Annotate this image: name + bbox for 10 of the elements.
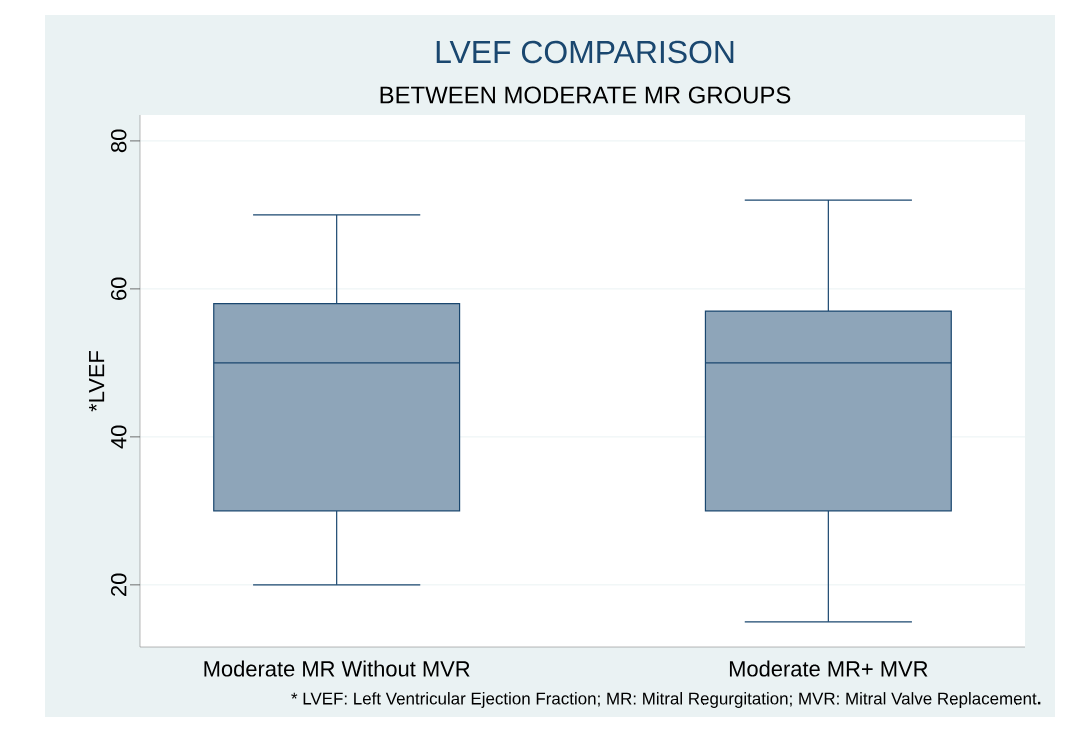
text: * LVEF: Left Ventricular Ejection Fraction; MR: Mitral Regurgitation; MVR: Mitral Valve Replacement. <box>291 692 1041 708</box>
x-tick-label: Moderate MR+ MVR <box>729 660 928 677</box>
y-tick-label: 80 <box>110 129 127 153</box>
y-axis-title: *LVEF <box>89 351 105 412</box>
x-tick-label: Moderate MR Without MVR <box>204 660 470 677</box>
y-tick-label: 40 <box>110 425 127 449</box>
chart-subtitle: BETWEEN MODERATE MR GROUPS <box>380 86 791 104</box>
chart-title: LVEF COMPARISON <box>436 40 734 64</box>
y-tick-label: 60 <box>110 277 127 300</box>
y-tick-label: 20 <box>110 573 127 596</box>
